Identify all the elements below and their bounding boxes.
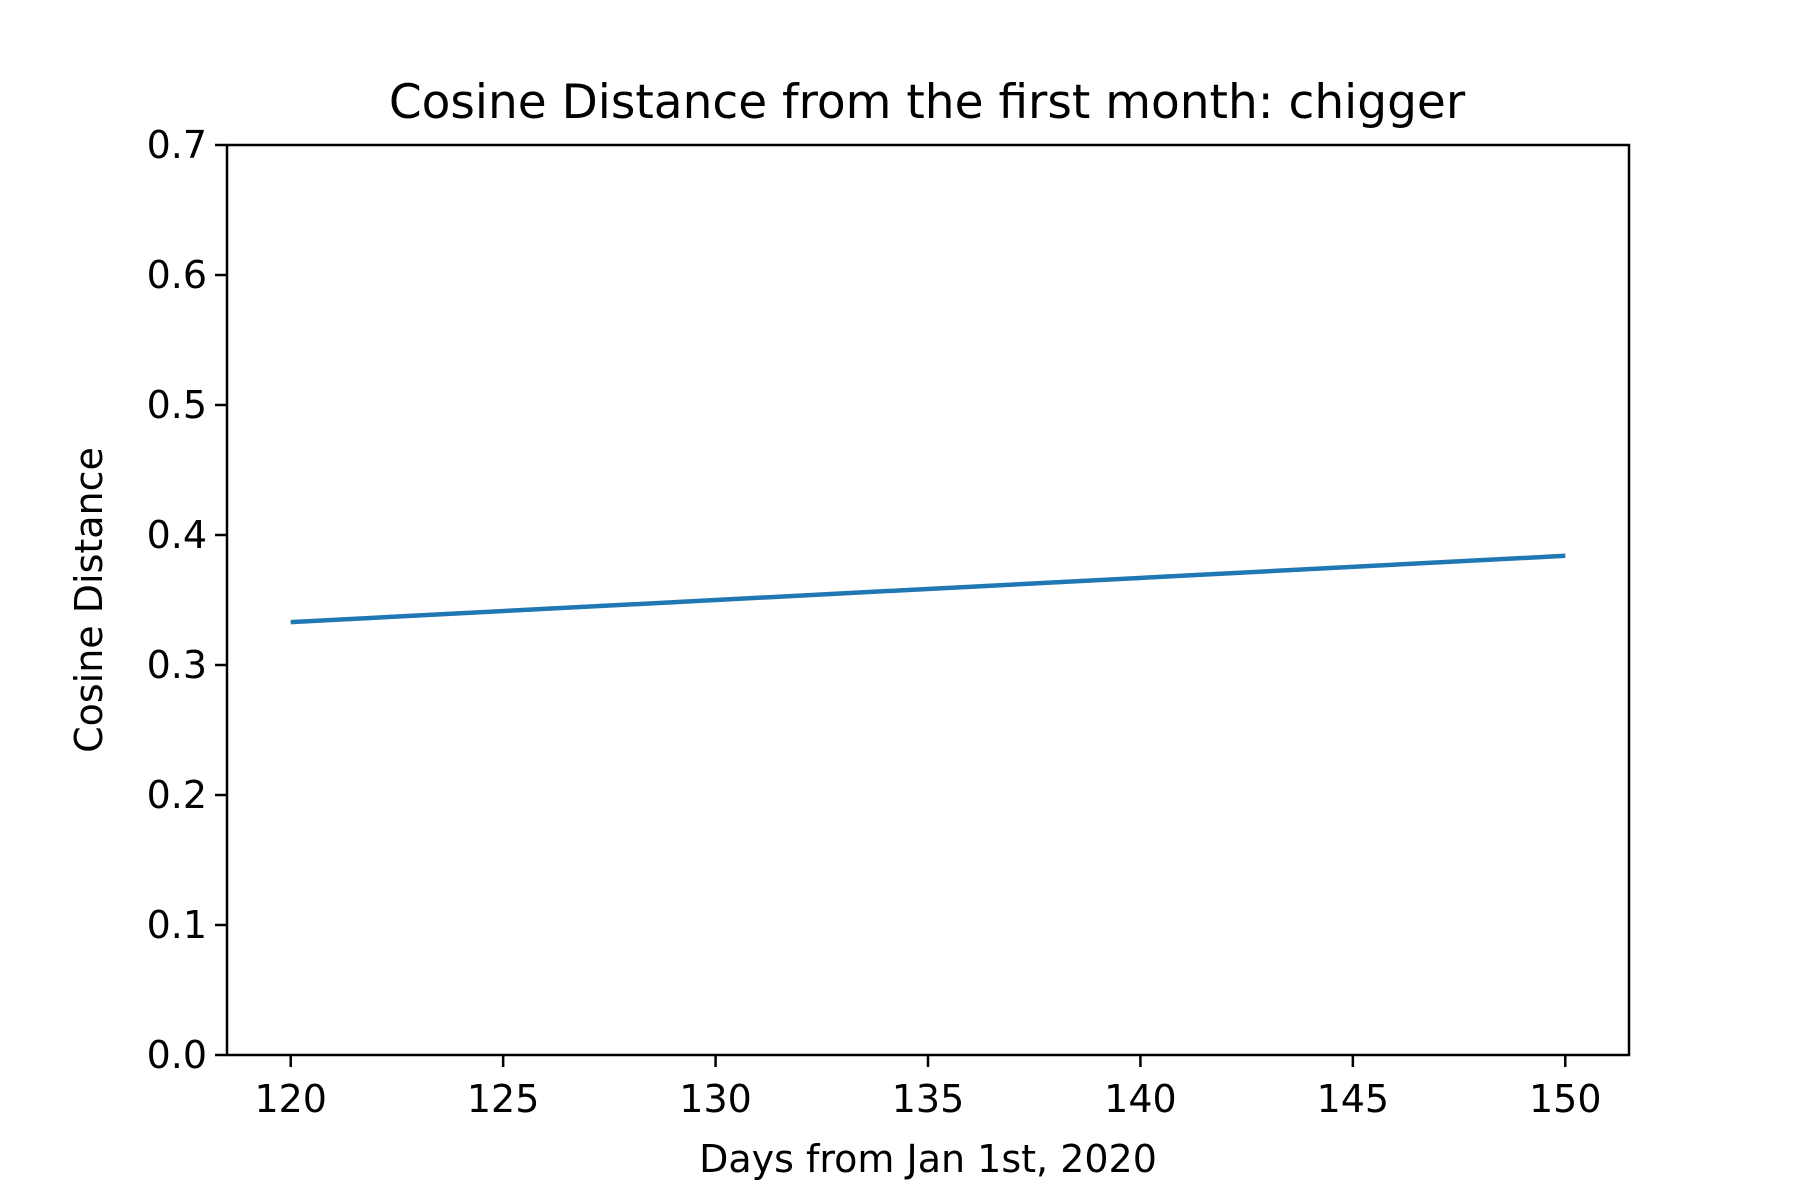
y-tick-label: 0.4 <box>147 513 207 557</box>
x-tick-label: 130 <box>679 1077 752 1121</box>
plot-area <box>290 553 1566 625</box>
y-tick-label: 0.1 <box>147 903 207 947</box>
series-line-chigger <box>290 553 1566 625</box>
x-axis-ticks: 120 125 130 135 140 145 150 <box>254 1055 1602 1121</box>
y-tick-label: 0.3 <box>147 643 207 687</box>
y-axis-label: Cosine Distance <box>67 447 111 753</box>
plot-frame <box>225 143 1631 1057</box>
x-tick-label: 135 <box>892 1077 965 1121</box>
x-tick-label: 145 <box>1317 1077 1390 1121</box>
x-tick-label: 140 <box>1104 1077 1177 1121</box>
y-tick-label: 0.6 <box>147 253 207 297</box>
x-axis-label: Days from Jan 1st, 2020 <box>699 1137 1157 1181</box>
y-tick-label: 0.2 <box>147 773 207 817</box>
x-tick-label: 125 <box>467 1077 540 1121</box>
chart-title: Cosine Distance from the first month: ch… <box>389 75 1466 130</box>
y-tick-label: 0.5 <box>147 383 207 427</box>
x-tick-label: 120 <box>254 1077 327 1121</box>
y-tick-label: 0.0 <box>147 1033 207 1077</box>
y-tick-label: 0.7 <box>147 123 207 167</box>
x-tick-label: 150 <box>1529 1077 1602 1121</box>
y-axis-ticks: 0.0 0.1 0.2 0.3 0.4 0.5 0.6 0.7 <box>147 123 227 1077</box>
